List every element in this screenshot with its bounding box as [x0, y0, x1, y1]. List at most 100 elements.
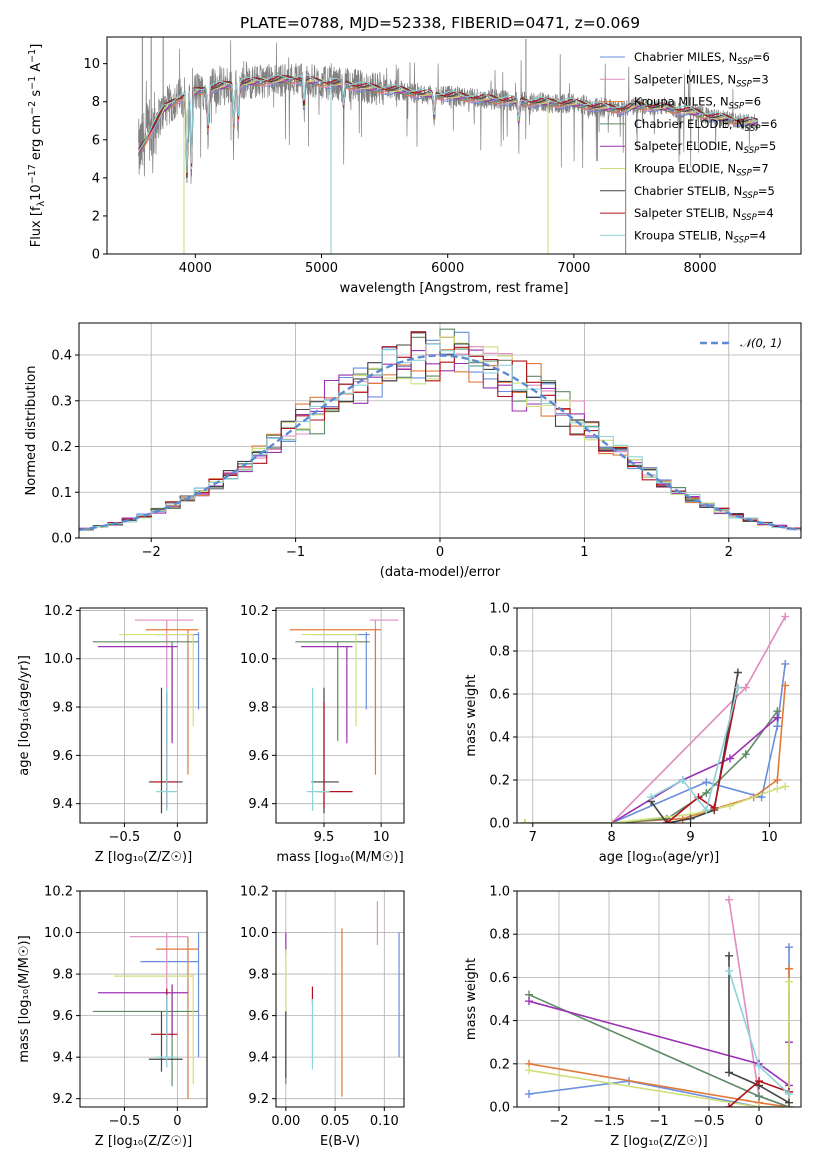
- x-tick-label: −1.5: [593, 1114, 625, 1129]
- y-tick-label: 6: [92, 133, 100, 148]
- legend-sub: SSP: [736, 169, 752, 179]
- x-tick-label: 6000: [431, 261, 464, 276]
- x-tick-label: 0: [436, 545, 444, 560]
- y-tick-label: 0.8: [489, 928, 510, 943]
- x-axis-label: Z [log₁₀(Z/Z☉)]: [610, 1134, 707, 1149]
- weight-marker: [755, 1061, 763, 1070]
- model-spectrum-salpeter-stelib: [138, 74, 759, 176]
- x-tick-label: 9.5: [314, 830, 335, 845]
- age-vs-Z-plot: −0.5 0 9.4 9.6 9.8 10.0 10.2 Z [log₁₀(Z/Z☉)] age…: [17, 604, 208, 865]
- legend-count: =6: [753, 50, 770, 64]
- weight-line-kroupa-elodie: [528, 981, 790, 1107]
- y-label-part: −1: [27, 76, 38, 90]
- weight-line-salpeter-stelib: [666, 687, 739, 823]
- age-vs-mass-plot: 9.5 10 9.4 9.6 9.8 10.0 10.2 mass [log₁₀(M/M☉)]: [240, 604, 405, 865]
- weight-marker: [755, 1092, 763, 1101]
- y-tick-label: 4: [92, 171, 100, 186]
- legend-entry: Kroupa STELIB, NSSP=4: [634, 228, 766, 245]
- age-vs-Z-marks: [92, 619, 200, 814]
- y-tick-label: 9.6: [52, 1009, 73, 1024]
- legend-name: Chabrier MILES, N: [634, 50, 737, 64]
- y-tick-label: 2: [92, 209, 100, 224]
- spectrum-marks: [138, 37, 759, 254]
- y-tick-label: 9.2: [52, 1092, 73, 1107]
- y-tick-label: 9.8: [52, 968, 73, 983]
- legend-name: Salpeter STELIB, N: [634, 206, 741, 220]
- legend-sub: SSP: [736, 79, 752, 89]
- residuals-marks: [79, 328, 801, 532]
- x-tick-label: 7: [529, 830, 537, 845]
- y-tick-label: 0.3: [51, 394, 72, 409]
- y-tick-label: 0.2: [489, 1057, 510, 1072]
- age-vs-mass-marks: [289, 619, 399, 814]
- axes-frame: [275, 607, 405, 824]
- y-tick-label: 9.8: [248, 968, 269, 983]
- weight-line-kroupa-stelib: [650, 687, 739, 812]
- y-tick-label: 0.4: [51, 349, 72, 364]
- legend-name: Salpeter MILES, N: [634, 72, 736, 86]
- legend-entry: Salpeter STELIB, NSSP=4: [634, 206, 774, 223]
- legend-name: Kroupa ELODIE, N: [634, 162, 736, 176]
- y-label-part: erg cm: [29, 115, 44, 164]
- massweight-vs-Z-plot: −2 −1.5 −1 −0.5 0 0.0 0.2 0.4 0.6 0.8 1.0 Z [log₁₀(…: [464, 885, 802, 1149]
- y-tick-label: 0.4: [489, 731, 510, 746]
- y-label-part: s: [29, 90, 44, 101]
- legend-sub: SSP: [737, 57, 753, 67]
- y-tick-label: 0.2: [489, 774, 510, 789]
- weight-marker: [725, 1103, 733, 1107]
- weight-marker: [781, 782, 790, 791]
- y-tick-label: 0: [92, 248, 100, 263]
- y-tick-label: 9.2: [248, 1092, 269, 1107]
- mass-vs-EBV-marks: [285, 901, 400, 1097]
- legend-entry: 𝒩(0, 1): [740, 336, 782, 350]
- axes-frame: [516, 607, 802, 824]
- x-tick-label: −0.5: [693, 1114, 725, 1129]
- y-tick-label: 9.4: [248, 797, 269, 812]
- weight-marker: [725, 1068, 733, 1077]
- y-label-part: −17: [27, 164, 38, 184]
- weight-marker: [678, 776, 687, 784]
- x-axis-label: E(B-V): [320, 1134, 360, 1149]
- weight-marker: [710, 803, 719, 812]
- x-tick-label: 8000: [684, 261, 717, 276]
- y-tick-label: 9.4: [248, 1051, 269, 1066]
- weight-marker: [781, 659, 790, 668]
- weight-marker: [741, 683, 750, 692]
- y-tick-label: 1.0: [489, 885, 510, 900]
- x-tick-label: 5000: [305, 261, 338, 276]
- x-axis-label: wavelength [Angstrom, rest frame]: [340, 281, 569, 296]
- legend-entry: Chabrier MILES, NSSP=6: [634, 50, 770, 67]
- y-tick-label: 9.6: [52, 749, 73, 764]
- y-label-part: 10: [29, 184, 44, 201]
- massweight-vs-age-plot: 7 8 9 10 0.0 0.2 0.4 0.6 0.8 1.0 age [log₁₀(age/yr…: [464, 602, 802, 865]
- weight-marker: [525, 1090, 533, 1099]
- x-tick-label: 4000: [179, 261, 212, 276]
- legend-sub: SSP: [729, 102, 745, 112]
- legend-entry: Salpeter MILES, NSSP=3: [634, 72, 769, 89]
- legend-count: =4: [757, 206, 774, 220]
- x-axis-label: Z [log₁₀(Z/Z☉)]: [95, 1134, 192, 1149]
- y-tick-label: 0.2: [51, 440, 72, 455]
- x-tick-label: 8: [608, 830, 616, 845]
- weight-marker: [725, 966, 733, 975]
- axes-frame: [78, 322, 802, 539]
- y-tick-label: 9.6: [248, 749, 269, 764]
- mass-vs-Z-plot: −0.5 0 9.2 9.4 9.6 9.8 10.0 10.2 Z [log₁₀(Z/Z☉)]…: [17, 885, 208, 1149]
- weight-marker: [647, 793, 656, 802]
- weight-line-salpeter-miles: [611, 616, 786, 823]
- weight-marker: [773, 722, 782, 731]
- weight-marker: [725, 951, 733, 960]
- y-tick-label: 10.0: [44, 926, 73, 941]
- x-axis-label: Z [log₁₀(Z/Z☉)]: [95, 850, 192, 865]
- weight-marker: [662, 819, 671, 823]
- legend-name: Salpeter ELODIE, N: [634, 139, 744, 153]
- y-axis-label: age [log₁₀(age/yr)]: [17, 655, 32, 776]
- weight-line-chabrier-elodie: [611, 710, 778, 823]
- legend-count: =6: [760, 117, 777, 131]
- axes-frame: [79, 890, 208, 1108]
- weight-marker: [785, 1098, 793, 1107]
- x-tick-label: 2: [725, 545, 733, 560]
- legend-sub: SSP: [744, 146, 760, 156]
- y-tick-label: 0.1: [51, 486, 72, 501]
